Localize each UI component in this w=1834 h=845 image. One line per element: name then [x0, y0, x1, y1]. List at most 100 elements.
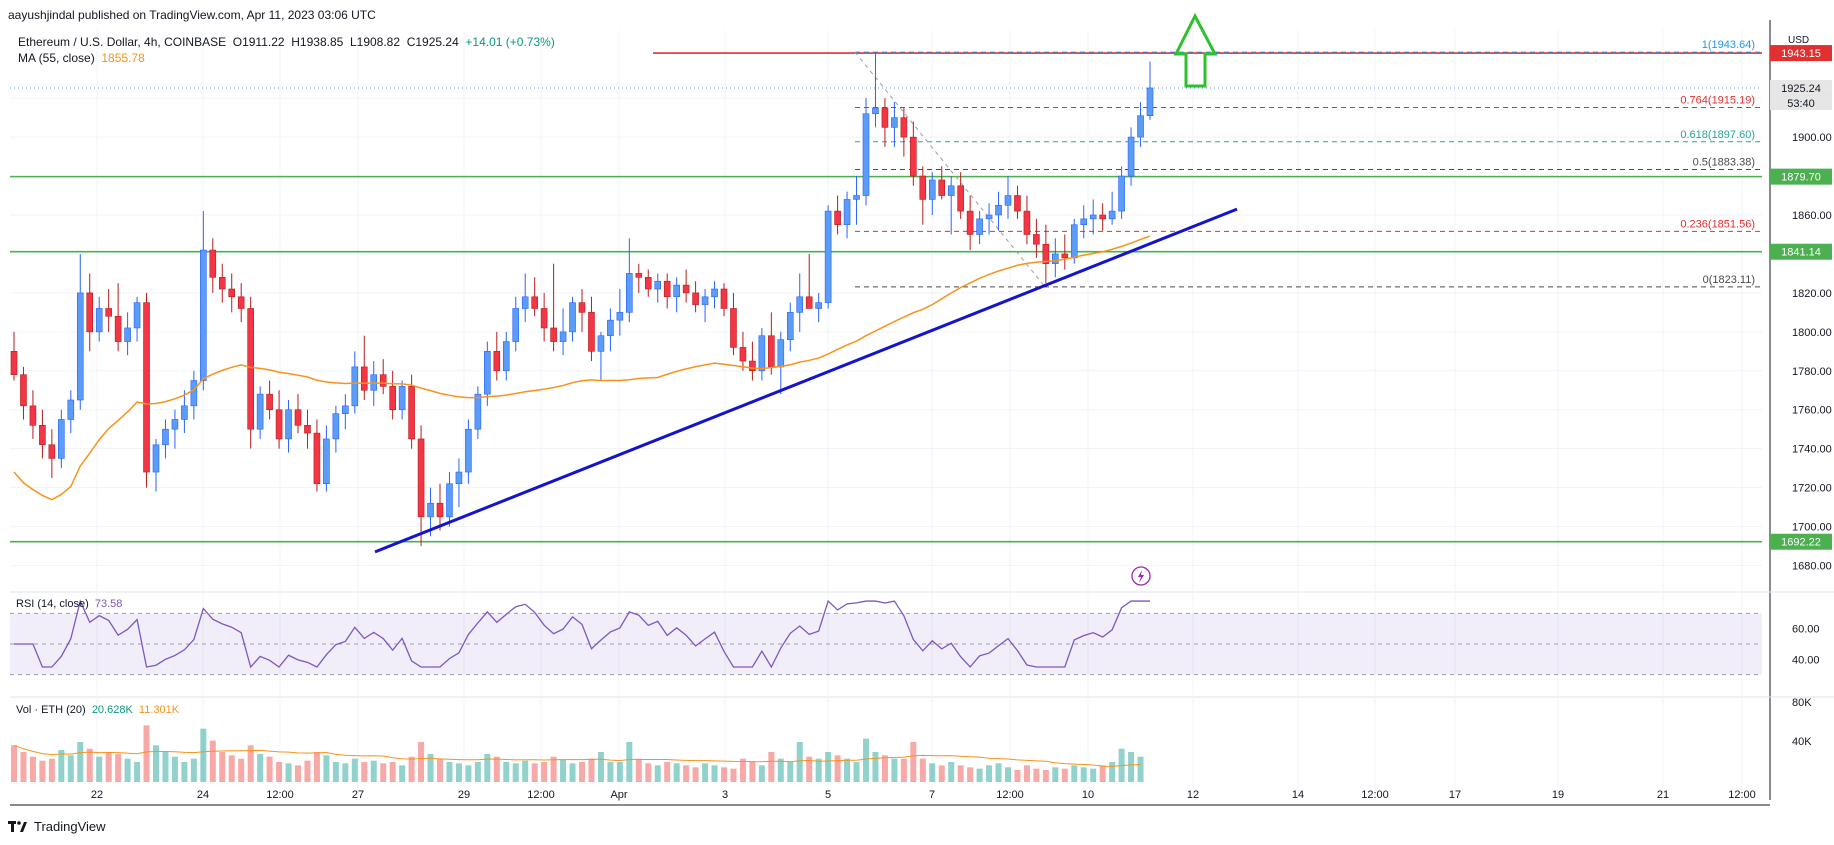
volume-bar [673, 763, 680, 782]
price-tick-label: 1740.00 [1792, 444, 1832, 456]
close-value: C1925.24 [406, 35, 459, 49]
price-label-support: 1879.70 [1781, 172, 1821, 184]
candle-body [446, 483, 453, 518]
time-tick-label: 5 [825, 789, 831, 801]
fib-level-label: 0.618(1897.60) [1680, 129, 1755, 141]
ma-legend: MA (55, close) 1855.78 [18, 51, 145, 65]
volume-bar [257, 754, 264, 782]
volume-bar [11, 745, 17, 782]
candle-body [588, 312, 595, 352]
volume-bar [1080, 767, 1087, 782]
candle-body [408, 386, 415, 440]
candle-body [796, 296, 804, 313]
footer-brand[interactable]: TradingView [8, 819, 106, 834]
volume-bar [503, 762, 510, 782]
volume-bar [238, 758, 245, 782]
candle-body [891, 117, 898, 128]
ma-label[interactable]: MA (55, close) [18, 51, 95, 65]
change-value: +14.01 (+0.73%) [465, 35, 555, 49]
volume-bar [569, 763, 576, 782]
time-tick-label: 10 [1082, 789, 1094, 801]
candle-body [1042, 243, 1050, 264]
low-value: L1908.82 [349, 35, 401, 49]
volume-bar [389, 762, 396, 782]
volume-label[interactable]: Vol · ETH (20) [16, 704, 86, 716]
candle-body [398, 386, 406, 411]
candle-body [285, 409, 292, 440]
time-tick-label: 27 [352, 789, 364, 801]
candle-body [616, 312, 624, 321]
candle-body [947, 185, 955, 196]
volume-bar [806, 756, 813, 782]
volume-bar [967, 767, 974, 782]
volume-bar [29, 756, 36, 782]
volume-bar [692, 767, 699, 782]
volume-bar [446, 762, 453, 782]
price-label-resistance: 1943.15 [1781, 48, 1821, 60]
candle-body [521, 296, 529, 309]
volume-bar [787, 762, 794, 782]
volume-bar [332, 762, 339, 782]
volume-bar [995, 763, 1002, 782]
volume-bar [550, 756, 557, 782]
volume-bar [1137, 756, 1144, 782]
volume-bar [219, 752, 226, 782]
volume-bar [1109, 762, 1116, 782]
symbol-ohlc: Ethereum / U.S. Dollar, 4h, COINBASE O19… [18, 35, 555, 49]
volume-bar [1042, 770, 1049, 782]
price-axis[interactable]: 1680.00 1700.00 1720.00 1740.00 1760.00 1780.… [1770, 35, 1832, 748]
price-label-support: 1841.14 [1781, 247, 1821, 259]
time-axis[interactable]: 22 24 12:00 27 29 12:00 Apr 3 5 7 12:00 10 12 14 12:00… [91, 789, 1756, 801]
rsi-label[interactable]: RSI (14, close) [16, 598, 89, 610]
candle-body [1108, 210, 1116, 220]
candle-body [559, 331, 567, 342]
high-value: H1938.85 [291, 35, 344, 49]
candle-body [900, 117, 908, 138]
candle-body [597, 335, 605, 352]
volume-bar [465, 765, 472, 782]
price-tick-label: 1760.00 [1792, 405, 1832, 417]
symbol-name[interactable]: Ethereum / U.S. Dollar, 4h, COINBASE [18, 35, 227, 49]
volume-bar [96, 756, 103, 782]
candle-body [1080, 218, 1088, 226]
price-label-bg-support [1770, 533, 1832, 550]
volume-bar [768, 752, 775, 782]
volume-bar [228, 755, 235, 782]
candle-body [351, 366, 359, 407]
candle-body [237, 296, 245, 309]
chart-grid [10, 20, 1834, 806]
volume-bar [721, 767, 727, 782]
volume-bar [777, 758, 784, 782]
candle-body [114, 315, 122, 342]
price-label-support: 1692.22 [1781, 537, 1821, 549]
volume-bar [418, 742, 425, 782]
candle-body [531, 296, 538, 309]
candle-body [682, 284, 690, 294]
volume-bar [124, 758, 131, 782]
candle-body [815, 302, 822, 309]
fib-level-label: 0(1823.11) [1703, 274, 1755, 286]
candle-body [133, 302, 141, 329]
candle-body [474, 393, 482, 430]
fib-level-label: 0.764(1915.19) [1680, 95, 1755, 107]
time-tick-label: 12:00 [266, 789, 294, 801]
candle-body [843, 199, 851, 226]
fib-trend-line [854, 51, 1046, 288]
price-label-bg-support [1770, 243, 1832, 260]
countdown-label: 53:40 [1787, 98, 1815, 110]
candle-body [711, 288, 718, 298]
candle-body [1146, 87, 1154, 116]
time-tick-label: 12:00 [1361, 789, 1389, 801]
fib-level-label: 1(1943.64) [1702, 39, 1755, 51]
volume-bar [844, 758, 851, 782]
candle-body [720, 288, 728, 309]
fib-level-label: 0.236(1851.56) [1680, 218, 1755, 230]
volume-bar [370, 760, 377, 782]
candle-body [862, 113, 870, 196]
horizontal-levels [10, 52, 1762, 543]
candle-body [455, 471, 463, 485]
volume-bar [579, 762, 585, 782]
candle-body [1137, 115, 1144, 138]
volume-bar [1128, 752, 1135, 782]
